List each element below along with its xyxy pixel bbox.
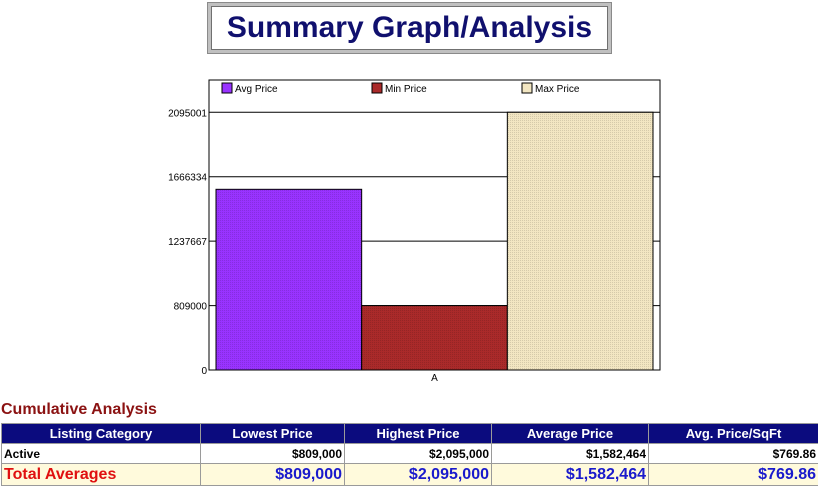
section-title: Cumulative Analysis: [1, 401, 157, 418]
legend-label: Min Price: [385, 84, 427, 95]
column-header-per-sqft: Avg. Price/SqFt: [648, 423, 818, 444]
legend-label: Avg Price: [235, 84, 278, 95]
legend-swatch: [221, 82, 233, 94]
bar-max-price: [506, 111, 654, 371]
totals-row: Total Averages $809,000 $2,095,000 $1,58…: [1, 463, 818, 486]
column-header-average: Average Price: [491, 423, 649, 444]
y-tick-label: 809000: [174, 302, 208, 313]
page-title: Summary Graph/Analysis: [226, 11, 593, 44]
cell-category: Active: [1, 443, 201, 464]
cell-total-average: $1,582,464: [491, 463, 649, 486]
y-tick-label: 1666334: [168, 173, 207, 184]
cell-lowest: $809,000: [200, 443, 345, 464]
column-header-category: Listing Category: [1, 423, 201, 444]
bar-min-price: [361, 305, 508, 371]
title-banner: Summary Graph/Analysis: [207, 2, 612, 54]
cell-total-highest: $2,095,000: [344, 463, 492, 486]
summary-bar-chart: 0 809000 1237667 1666334 2095001 A Avg Price Mi…: [168, 79, 661, 384]
legend-swatch: [521, 82, 533, 94]
table-header-row: Listing Category Lowest Price Highest Pr…: [1, 423, 818, 444]
cell-total-category: Total Averages: [1, 463, 201, 486]
y-tick-label: 0: [201, 366, 207, 377]
legend-swatch: [371, 82, 383, 94]
y-tick-label: 2095001: [168, 108, 207, 119]
x-tick-label: A: [431, 373, 438, 384]
cell-per-sqft: $769.86: [648, 443, 818, 464]
column-header-lowest: Lowest Price: [200, 423, 345, 444]
table-row: Active $809,000 $2,095,000 $1,582,464 $7…: [1, 443, 818, 464]
cell-average: $1,582,464: [491, 443, 649, 464]
bar-avg-price: [215, 188, 363, 371]
cumulative-analysis-table: Listing Category Lowest Price Highest Pr…: [1, 423, 818, 486]
cell-highest: $2,095,000: [344, 443, 492, 464]
y-tick-label: 1237667: [168, 237, 207, 248]
cell-total-per-sqft: $769.86: [648, 463, 818, 486]
cell-total-lowest: $809,000: [200, 463, 345, 486]
title-inner: Summary Graph/Analysis: [211, 6, 608, 50]
legend-label: Max Price: [535, 84, 580, 95]
column-header-highest: Highest Price: [344, 423, 492, 444]
